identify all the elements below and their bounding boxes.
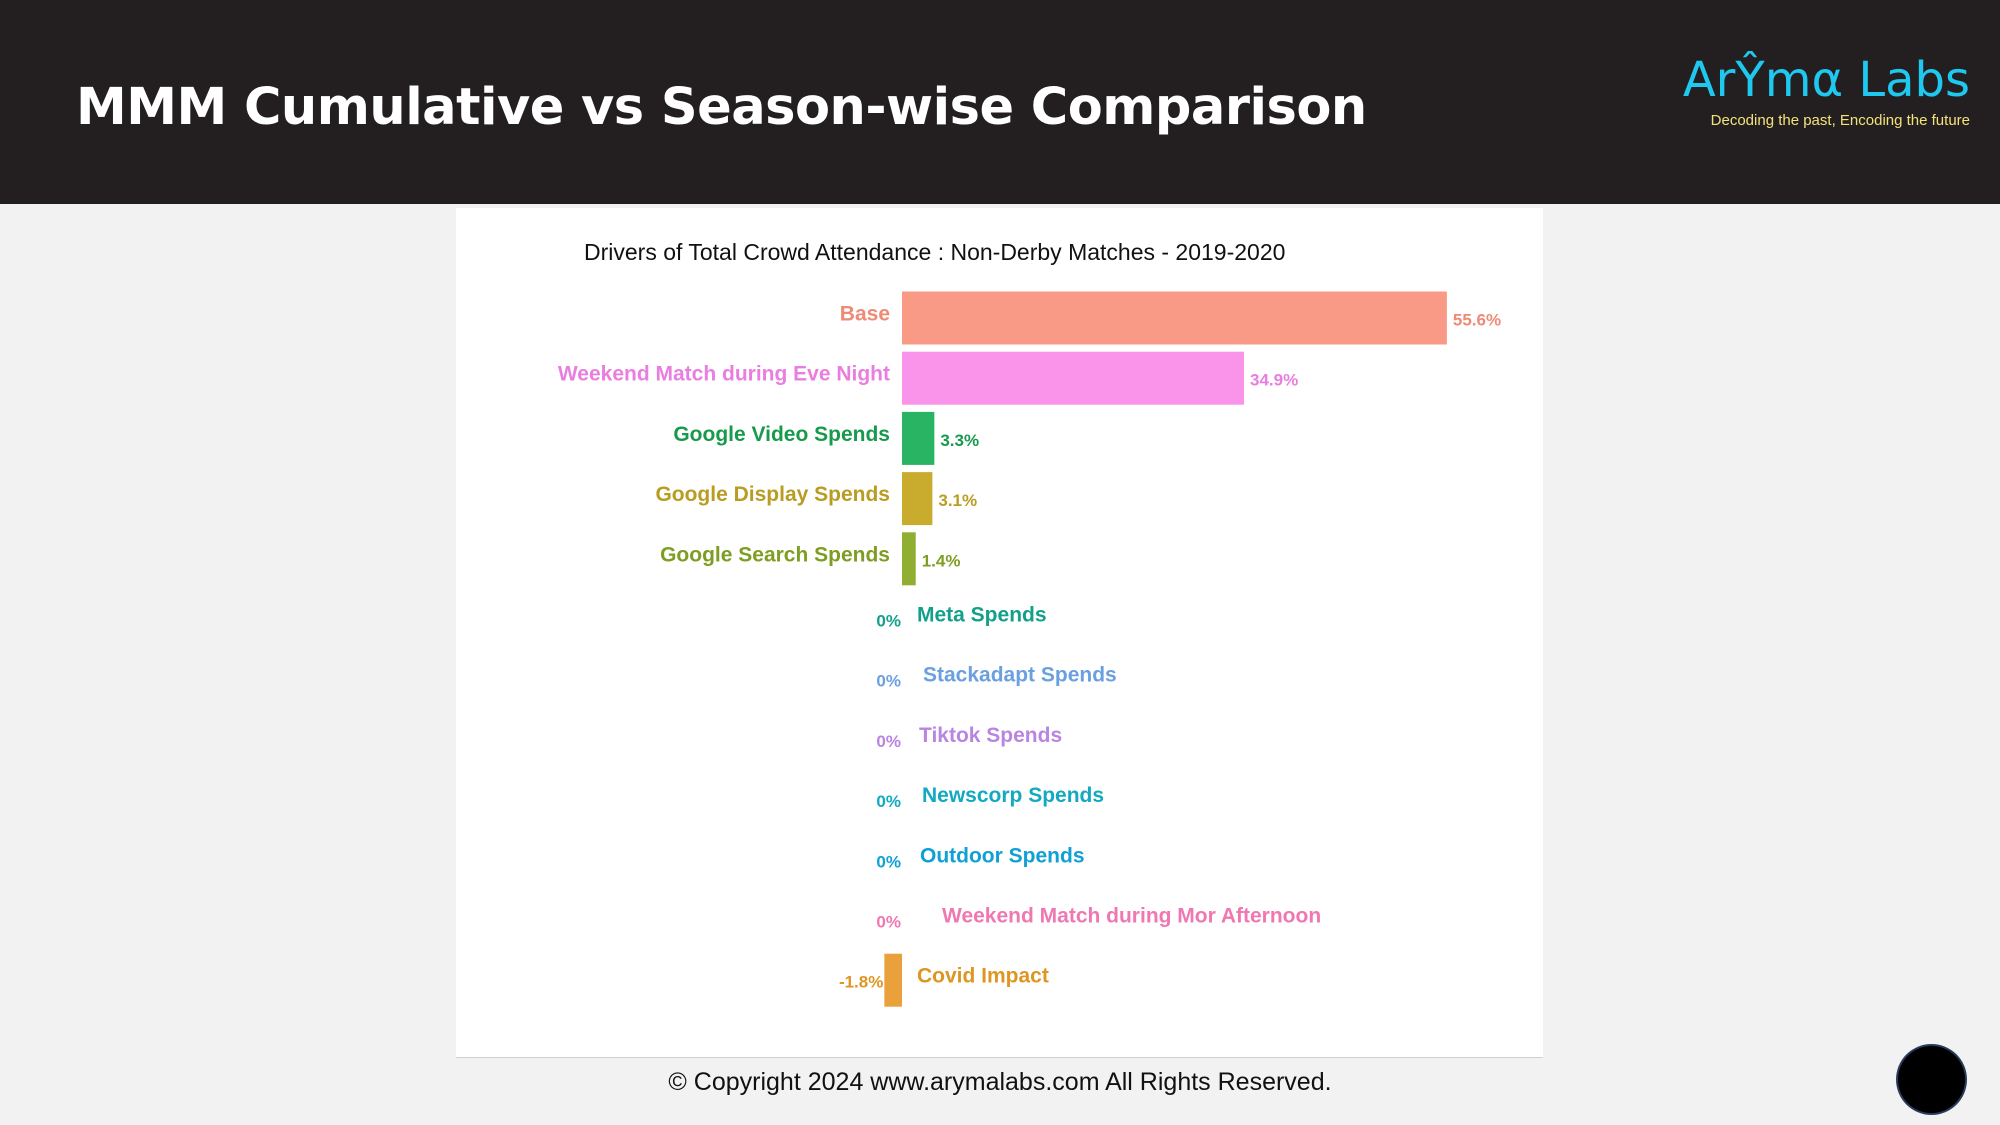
category-label: Weekend Match during Mor Afternoon — [942, 905, 1321, 928]
value-label: 3.3% — [940, 431, 979, 450]
panel-divider — [456, 1057, 1543, 1058]
value-label: 0% — [876, 732, 901, 751]
value-label: 34.9% — [1250, 371, 1298, 390]
chart-title: Drivers of Total Crowd Attendance : Non-… — [584, 239, 1286, 265]
logo-name: ArŶmα Labs — [1682, 52, 1970, 108]
brand-logo: ArŶmα Labs Decoding the past, Encoding t… — [1650, 52, 1970, 129]
logo-tagline: Decoding the past, Encoding the future — [1710, 112, 1970, 129]
category-label: Google Video Spends — [673, 423, 890, 446]
category-label: Base — [840, 303, 890, 326]
category-label: Google Display Spends — [655, 483, 890, 506]
value-label: 0% — [876, 912, 901, 931]
slide-title: MMM Cumulative vs Season-wise Comparison — [76, 78, 1367, 137]
category-label: Covid Impact — [917, 965, 1049, 988]
circle-nav-button[interactable] — [1898, 1046, 1965, 1113]
bar-2 — [902, 351, 1245, 405]
header-bar — [0, 0, 2000, 204]
bar-1 — [902, 291, 1447, 345]
value-label: 0% — [876, 852, 901, 871]
category-label: Google Search Spends — [660, 543, 890, 566]
value-label: -1.8% — [839, 973, 883, 992]
bar-5 — [902, 532, 916, 586]
bar-4 — [902, 472, 933, 526]
bar-12 — [884, 953, 902, 1007]
category-label: Weekend Match during Eve Night — [558, 363, 890, 386]
category-label: Stackadapt Spends — [923, 664, 1117, 687]
value-label: 55.6% — [1453, 310, 1501, 329]
category-label: Tiktok Spends — [919, 724, 1062, 747]
value-label: 0% — [876, 792, 901, 811]
value-label: 1.4% — [922, 551, 961, 570]
chart-panel — [456, 208, 1543, 1057]
category-label: Outdoor Spends — [920, 844, 1085, 867]
category-label: Meta Spends — [917, 604, 1047, 627]
value-label: 0% — [876, 611, 901, 630]
value-label: 0% — [876, 672, 901, 691]
value-label: 3.1% — [938, 491, 977, 510]
bar-3 — [902, 411, 935, 465]
category-label: Newscorp Spends — [922, 784, 1104, 807]
copyright-text: © Copyright 2024 www.arymalabs.com All R… — [668, 1068, 1332, 1096]
